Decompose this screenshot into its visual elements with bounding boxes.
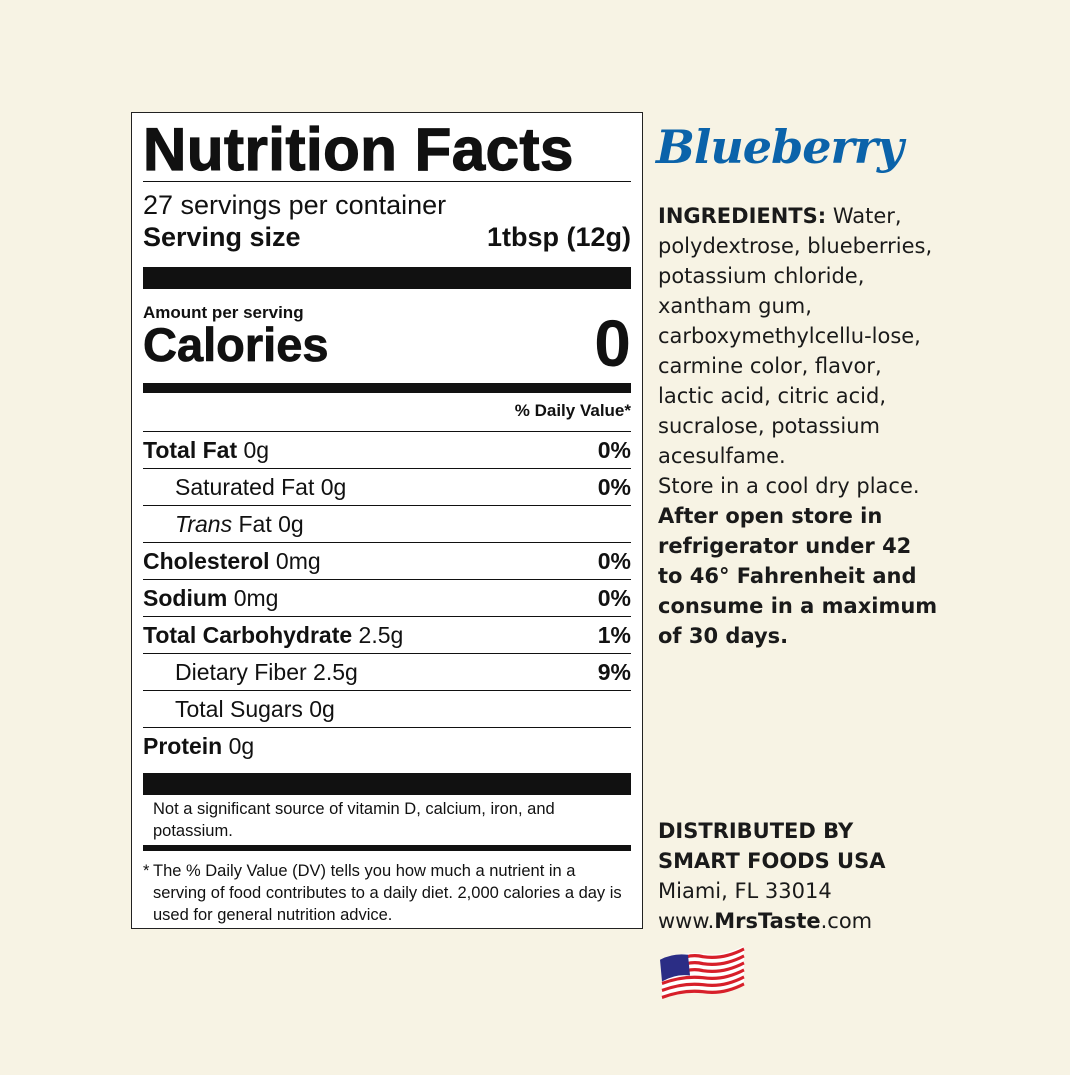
nutrient-row-total-sugars: Total Sugars 0g (143, 691, 631, 728)
nutrient-row-dietary-fiber: Dietary Fiber 2.5g 9% (143, 654, 631, 691)
calories-label: Calories (143, 318, 329, 372)
thick-divider (143, 267, 631, 289)
servings-per-container: 27 servings per container (143, 190, 447, 220)
distributor-address: Miami, FL 33014 (658, 879, 832, 903)
nutrient-row-saturated-fat: Saturated Fat 0g 0% (143, 469, 631, 506)
divider (143, 181, 631, 182)
vitamin-note: Not a significant source of vitamin D, c… (153, 800, 555, 840)
serving-size: Serving size 1tbsp (12g) (143, 221, 631, 253)
ingredients-text: Water, polydextrose, blueberries, potass… (658, 204, 933, 468)
flavor-name: Blueberry (656, 120, 904, 174)
nutrient-table: Total Fat 0g 0% Saturated Fat 0g 0% Trans … (143, 431, 631, 765)
storage-instructions: After open store in refrigerator under 4… (658, 504, 938, 648)
distributor: DISTRIBUTED BY SMART FOODS USA Miami, FL… (658, 816, 885, 936)
serving-size-value: 1tbsp (12g) (486, 222, 631, 252)
storage-text: Store in a cool dry place. (658, 474, 920, 498)
nutrient-row-sodium: Sodium 0mg 0% (143, 580, 631, 617)
amount-per-serving: Amount per serving (143, 303, 304, 322)
label-title: Nutrition Facts (142, 115, 574, 183)
daily-value-footnote: * The % Daily Value (DV) tells you how mu… (143, 862, 622, 924)
us-flag-icon (660, 945, 745, 999)
ingredients: INGREDIENTS: Water, polydextrose, bluebe… (658, 201, 938, 651)
nutrient-row-total-carbohydrate: Total Carbohydrate 2.5g 1% (143, 617, 631, 654)
distributor-line1: DISTRIBUTED BY (658, 819, 854, 843)
nutrition-facts-label: Nutrition Facts 27 servings per containe… (131, 112, 643, 929)
nutrient-row-total-fat: Total Fat 0g 0% (143, 432, 631, 469)
distributor-name: SMART FOODS USA (658, 849, 886, 873)
nutrient-row-cholesterol: Cholesterol 0mg 0% (143, 543, 631, 580)
ingredients-label: INGREDIENTS: (658, 204, 827, 228)
website-link[interactable]: www.MrsTaste.com (658, 909, 873, 933)
serving-size-label: Serving size (143, 222, 301, 252)
medium-divider (143, 383, 631, 393)
nutrient-row-protein: Protein 0g (143, 733, 255, 759)
nutrient-row-trans-fat: Trans Fat 0g (143, 506, 631, 543)
thick-divider (143, 773, 631, 795)
calories-value: 0 (594, 306, 631, 380)
daily-value-header: % Daily Value* (514, 401, 631, 420)
medium-divider (143, 845, 631, 851)
